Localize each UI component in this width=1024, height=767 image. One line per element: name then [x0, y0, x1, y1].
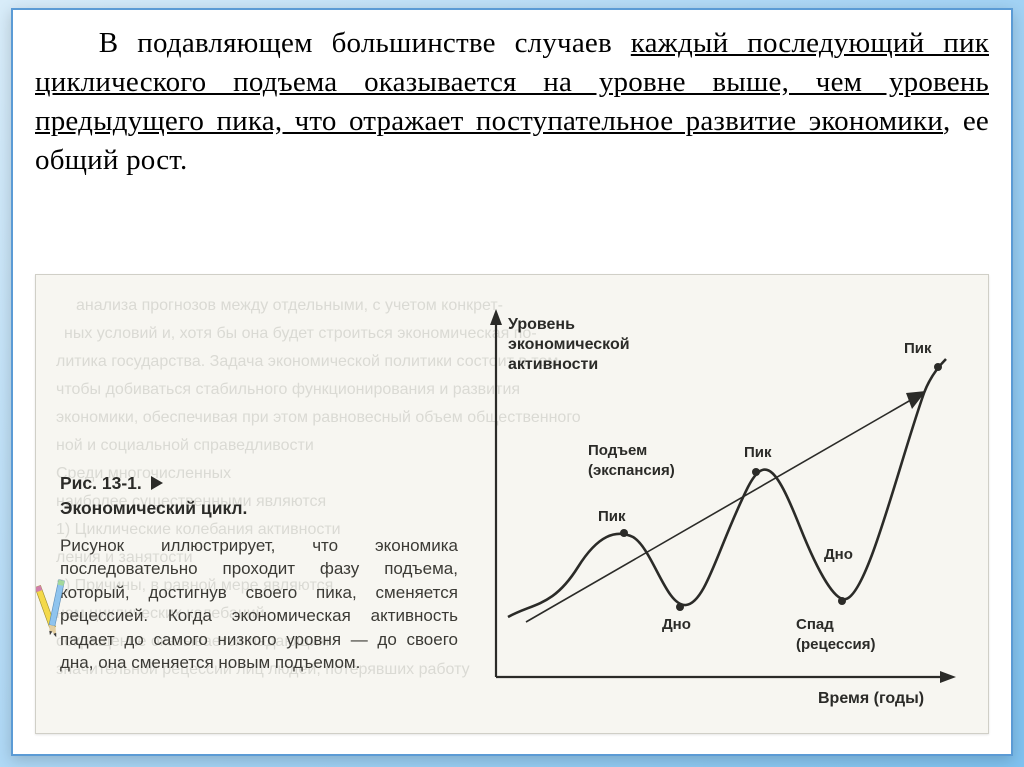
y-axis-label-3: активности [508, 356, 598, 373]
figure-caption: Рис. 13-1. Экономический цикл. [60, 473, 458, 520]
pencils-icon [35, 575, 74, 647]
figure-description: Рисунок иллюстрирует, что экономика посл… [60, 534, 458, 675]
label-trough-2: Дно [824, 546, 853, 563]
y-axis-label-2: экономической [508, 336, 630, 353]
label-expansion-2: (экспансия) [588, 462, 675, 479]
y-axis-label-1: Уровень [508, 316, 575, 333]
slide-frame: В подавляющем большинстве случаев каждый… [11, 8, 1013, 756]
figure-caption-block: Рис. 13-1. Экономический цикл. Рисунок и… [60, 473, 458, 674]
bleed-line: анализа прогнозов между отдельными, с уч… [76, 297, 503, 315]
label-peak-1: Пик [598, 508, 626, 525]
label-peak-2: Пик [744, 444, 772, 461]
figure-title: Экономический цикл. [60, 498, 458, 520]
label-trough-1: Дно [662, 616, 691, 633]
label-recession-1: Спад [796, 616, 834, 633]
slide-content: В подавляющем большинстве случаев каждый… [13, 10, 1011, 754]
x-axis-label: Время (годы) [818, 690, 924, 707]
bleed-line: ной и социальной справедливости [56, 437, 314, 455]
label-expansion-1: Подъем [588, 442, 647, 459]
scanned-figure-area: анализа прогнозов между отдельными, с уч… [35, 274, 989, 734]
economic-cycle-chart: Уровень экономической активности Время (… [448, 297, 968, 717]
label-peak-3: Пик [904, 340, 932, 357]
figure-number: Рис. 13-1. [60, 473, 142, 493]
triangle-right-icon [151, 476, 163, 490]
main-paragraph: В подавляющем большинстве случаев каждый… [35, 24, 989, 179]
label-recession-2: (рецессия) [796, 636, 876, 653]
para-text-1: В подавляющем большинстве случаев [99, 27, 631, 59]
